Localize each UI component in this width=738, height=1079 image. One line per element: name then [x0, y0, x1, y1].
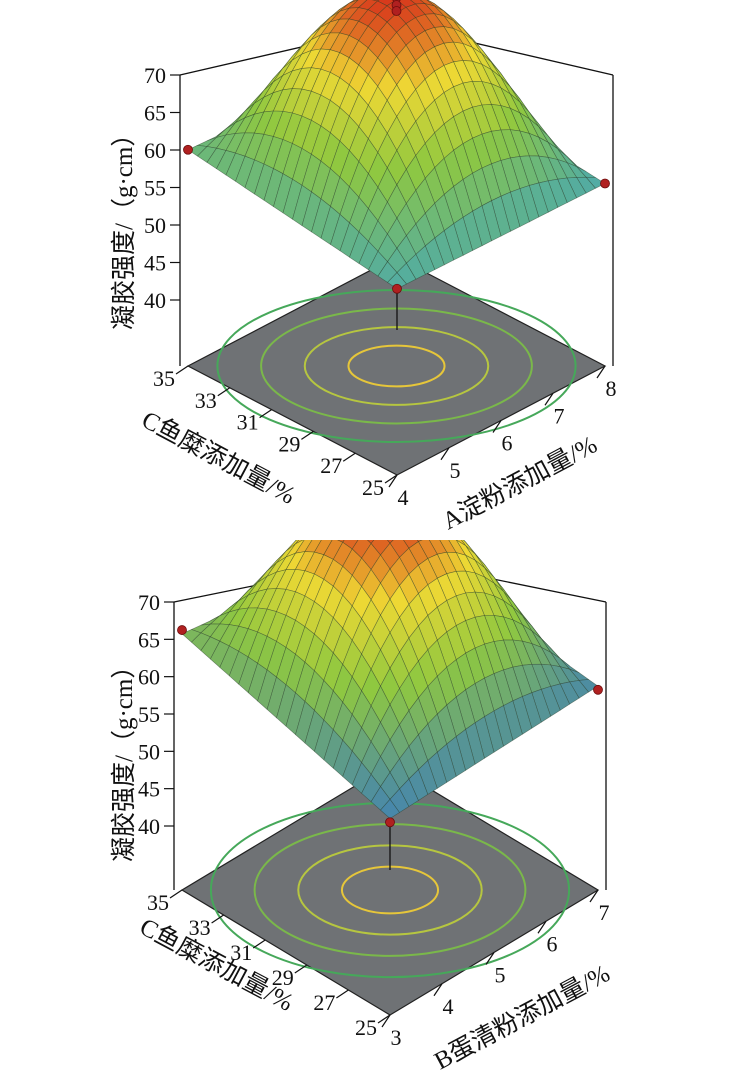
- x-axis-label: A淀粉添加量/%: [438, 430, 602, 535]
- points-group: [183, 0, 610, 294]
- z-tick-label: 45: [138, 777, 160, 802]
- z-tick-label: 60: [144, 138, 166, 163]
- z-tick-label: 70: [138, 590, 160, 615]
- y-tick-label: 31: [237, 410, 259, 435]
- x-tick-mark: [388, 474, 398, 488]
- y-tick-label: 25: [355, 1015, 377, 1040]
- z-tick-label: 70: [144, 63, 166, 88]
- z-tick-label: 40: [144, 288, 166, 313]
- surface-cell: [386, 540, 394, 544]
- surface-cell: [387, 272, 407, 290]
- y-tick-mark: [377, 1014, 391, 1024]
- y-tick-label: 29: [272, 965, 294, 990]
- y-tick-mark: [301, 430, 314, 440]
- x-tick-mark: [381, 1014, 391, 1028]
- design-point: [391, 6, 402, 16]
- x-tick-mark: [589, 889, 599, 903]
- x-tick-mark: [492, 420, 502, 433]
- y-tick-mark: [169, 889, 183, 899]
- y-tick-label: 35: [147, 890, 169, 915]
- x-tick-label: 6: [547, 931, 558, 956]
- z-tick-label: 45: [144, 251, 166, 276]
- y-tick-label: 27: [320, 453, 342, 478]
- z-tick-label: 55: [138, 702, 160, 727]
- x-tick-label: 8: [606, 376, 617, 401]
- surface-cell: [366, 540, 375, 544]
- y-tick-mark: [211, 914, 224, 924]
- x-tick-label: 5: [495, 963, 506, 988]
- x-tick-label: 3: [391, 1025, 402, 1050]
- x-tick-mark: [433, 983, 443, 997]
- y-tick-mark: [294, 964, 308, 974]
- z-tick-label: 40: [138, 814, 160, 839]
- y-tick-mark: [252, 939, 266, 949]
- y-tick-label: 29: [278, 431, 300, 456]
- z-tick-label: 65: [138, 627, 160, 652]
- x-tick-mark: [537, 920, 547, 934]
- y-tick-mark: [175, 365, 189, 375]
- design-point: [183, 144, 193, 155]
- x-tick-label: 4: [398, 485, 409, 510]
- y-tick-label: 31: [230, 940, 252, 965]
- x-tick-mark: [544, 392, 554, 406]
- z-tick-label: 65: [144, 101, 166, 126]
- floor-contour: [347, 344, 446, 388]
- y-tick-mark: [336, 989, 349, 999]
- y-tick-label: 33: [189, 915, 211, 940]
- y-tick-mark: [342, 452, 356, 462]
- y-tick-label: 33: [195, 388, 217, 413]
- z-tick-label: 50: [144, 213, 166, 238]
- x-tick-label: 5: [450, 458, 461, 483]
- y-tick-label: 27: [313, 990, 335, 1015]
- y-tick-mark: [259, 409, 272, 419]
- surface-cell: [380, 798, 400, 819]
- x-tick-mark: [485, 952, 495, 965]
- x-tick-label: 4: [443, 994, 454, 1019]
- y-tick-label: 25: [362, 475, 384, 500]
- design-point: [600, 178, 610, 189]
- surface-group: [187, 0, 606, 290]
- z-axis-label: 凝胶强度/（g·cm）: [110, 122, 138, 330]
- points-group: [177, 625, 603, 828]
- design-point: [593, 684, 603, 695]
- x-tick-label: 6: [502, 431, 513, 456]
- z-tick-label: 60: [138, 665, 160, 690]
- y-tick-mark: [384, 474, 398, 484]
- x-tick-mark: [596, 365, 606, 379]
- y-tick-mark: [217, 387, 231, 397]
- z-axis-label: 凝胶强度/（g·cm）: [110, 654, 138, 862]
- z-tick-label: 50: [138, 739, 160, 764]
- x-tick-label: 7: [599, 900, 610, 925]
- x-axis-label: B蛋清粉添加量/%: [430, 959, 615, 1075]
- x-tick-label: 7: [554, 403, 565, 428]
- z-tick-label: 55: [144, 176, 166, 201]
- design-point: [177, 625, 187, 635]
- y-tick-label: 35: [153, 366, 175, 391]
- design-point: [385, 817, 395, 828]
- surface-group: [181, 540, 599, 819]
- design-point: [392, 283, 402, 294]
- x-tick-mark: [440, 447, 450, 461]
